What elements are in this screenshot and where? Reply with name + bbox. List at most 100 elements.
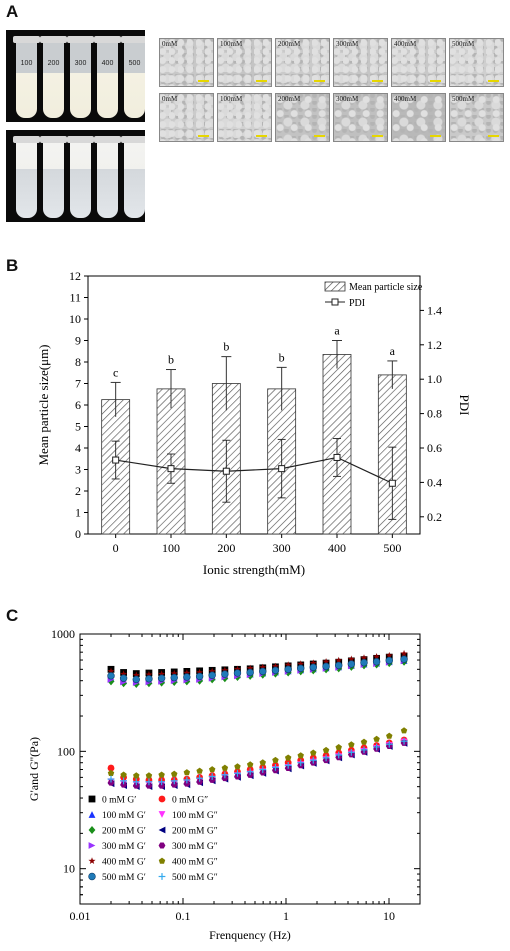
sample-tube: 500 (121, 36, 145, 118)
legend-marker (88, 857, 96, 865)
legend-marker (158, 795, 166, 803)
x-tick-label: 0.01 (70, 909, 91, 923)
data-point (183, 776, 191, 784)
data-point (107, 764, 115, 772)
data-point (309, 663, 317, 672)
data-point (107, 769, 115, 777)
data-point (360, 654, 368, 661)
data-point (133, 772, 140, 779)
y-tick-label: 1000 (51, 627, 75, 641)
data-point (208, 671, 216, 679)
data-point (221, 666, 229, 674)
panel-letter-b: B (6, 256, 19, 275)
plot-frame (79, 633, 421, 905)
scale-bar (488, 135, 499, 137)
sample-tube (121, 136, 145, 218)
legend-label: 300 mM G′ (102, 842, 146, 852)
data-point (183, 673, 191, 681)
y-tick-label: 12 (69, 269, 81, 283)
data-point (158, 771, 165, 778)
micrograph-label: 100mM (220, 95, 243, 103)
micrograph: 100mM (217, 93, 272, 142)
legend-marker (158, 857, 166, 864)
data-point (385, 740, 393, 748)
data-point (119, 674, 128, 682)
data-point (246, 768, 254, 776)
panel-letter-a: A (6, 2, 19, 21)
data-point (372, 658, 381, 666)
pdi-point (167, 465, 175, 473)
tube-cap (13, 136, 40, 143)
data-point (335, 744, 342, 751)
y-tick-label: 10 (63, 862, 75, 876)
data-point (208, 766, 216, 773)
micrograph: 500mM (449, 38, 504, 87)
data-point (107, 672, 115, 680)
rheology-chart: 0.01 0.1 1 10 10 100 1000 Frenquency (Hz) G'and … (27, 627, 421, 942)
data-point (120, 771, 127, 778)
scale-bar (256, 80, 267, 82)
data-point (284, 761, 292, 769)
y-axis-label: Mean particle size(μm) (36, 344, 51, 465)
micrograph: 300mM (333, 38, 388, 87)
x-tick-label: 10 (383, 909, 395, 923)
y-tick-label: 7 (75, 377, 81, 391)
tube-label: 500 (128, 60, 141, 67)
data-point (233, 665, 242, 673)
data-point (196, 778, 204, 785)
tube-cap (40, 36, 67, 43)
legend-marker (158, 873, 166, 880)
data-point (208, 773, 216, 780)
data-point (373, 735, 380, 742)
data-point (120, 781, 127, 788)
legend-label-pdi: PDI (349, 298, 365, 309)
data-point (297, 752, 304, 759)
y2-tick-label: 1.2 (427, 338, 442, 352)
data-point (107, 677, 115, 686)
tubes-photo-bottom (6, 130, 145, 222)
legend-marker (88, 872, 96, 881)
data-point (322, 754, 330, 762)
data-point (132, 778, 140, 786)
data-point (322, 662, 330, 671)
y-tick-label: 0 (75, 527, 81, 541)
data-point (221, 670, 229, 678)
data-point (246, 761, 254, 768)
y-tick-label: 2 (75, 484, 81, 498)
data-point (158, 778, 166, 786)
scale-bar (488, 80, 499, 82)
data-point (107, 775, 115, 783)
data-point (272, 756, 279, 763)
data-point (234, 769, 241, 777)
tube-label: 100 (20, 60, 33, 67)
data-point (373, 653, 381, 660)
data-point (400, 737, 408, 745)
data-point (208, 667, 216, 675)
legend-label-size: Mean particle size (349, 282, 423, 293)
y-tick-label: 4 (75, 441, 81, 455)
data-point (259, 663, 267, 671)
sample-tube: 400 (94, 36, 121, 118)
significance-letter: b (168, 353, 174, 367)
data-point (335, 656, 343, 664)
legend-marker (88, 795, 96, 803)
micrograph: 200mM (275, 93, 330, 142)
data-point (347, 748, 355, 756)
pdi-line (115, 456, 393, 484)
data-point (183, 780, 191, 787)
x-tick-label: 300 (273, 541, 291, 555)
x-tick-label: 200 (217, 541, 235, 555)
y2-tick-label: 1.0 (427, 372, 442, 386)
data-point (373, 743, 381, 751)
x-axis-label: Frenquency (Hz) (209, 928, 291, 942)
tubes-photo-top: 100 200 300 400 500 (6, 30, 145, 122)
tube-cap (121, 136, 145, 143)
y2-tick-label: 0.4 (427, 475, 442, 489)
tube-cap (40, 136, 67, 143)
data-point (145, 772, 153, 779)
data-point (145, 782, 153, 789)
panel-letter-c: C (6, 606, 19, 625)
data-point (132, 675, 140, 684)
micrograph: 300mM (333, 93, 388, 142)
